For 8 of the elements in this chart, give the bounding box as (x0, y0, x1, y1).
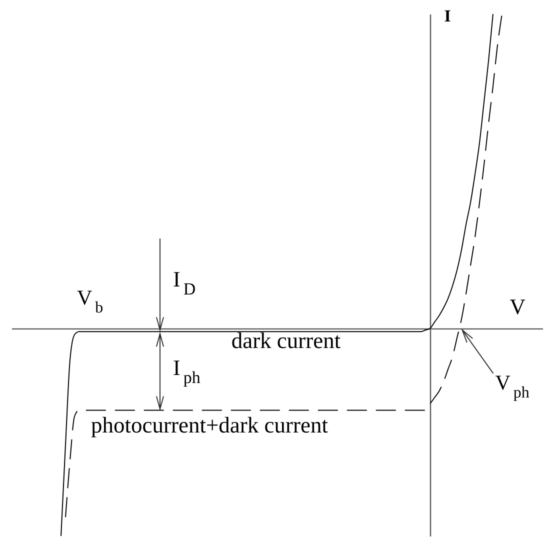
annotation: V$_{ph}$ (495, 370, 530, 402)
annotation: I$_{ph}$ (173, 354, 201, 388)
series-label: dark current (231, 328, 342, 354)
series-label: photocurrent+dark current (91, 412, 329, 438)
annotation: V$_{b}$ (77, 285, 104, 316)
x-axis-title: V (510, 294, 526, 319)
annotation: I$_{D}$ (173, 266, 196, 299)
y-axis-title: I (444, 6, 452, 26)
